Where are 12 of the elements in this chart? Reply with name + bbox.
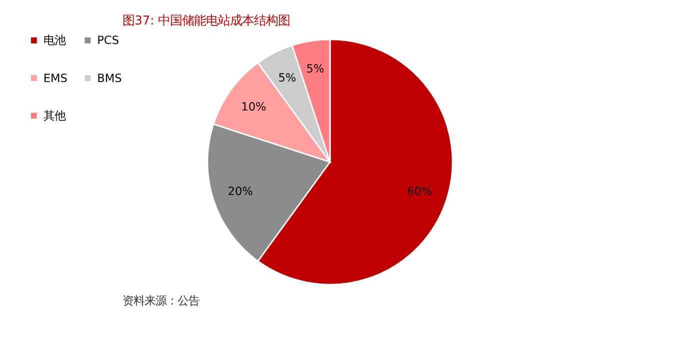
data-label: 60% xyxy=(407,184,432,198)
data-label: 20% xyxy=(228,184,254,198)
data-label: 5% xyxy=(278,72,296,85)
legend-label: BMS xyxy=(97,72,122,85)
legend-label: 电池 xyxy=(43,34,66,48)
data-label: 5% xyxy=(306,62,324,76)
data-label: 10% xyxy=(241,100,267,114)
legend-label: PCS xyxy=(97,34,119,48)
legend-label: 其他 xyxy=(43,110,66,123)
text: 资料来源：公告 xyxy=(122,294,200,308)
legend-label: EMS xyxy=(43,72,68,85)
chart-title: 图37: 中国储能电站成本结构图 xyxy=(122,13,290,28)
